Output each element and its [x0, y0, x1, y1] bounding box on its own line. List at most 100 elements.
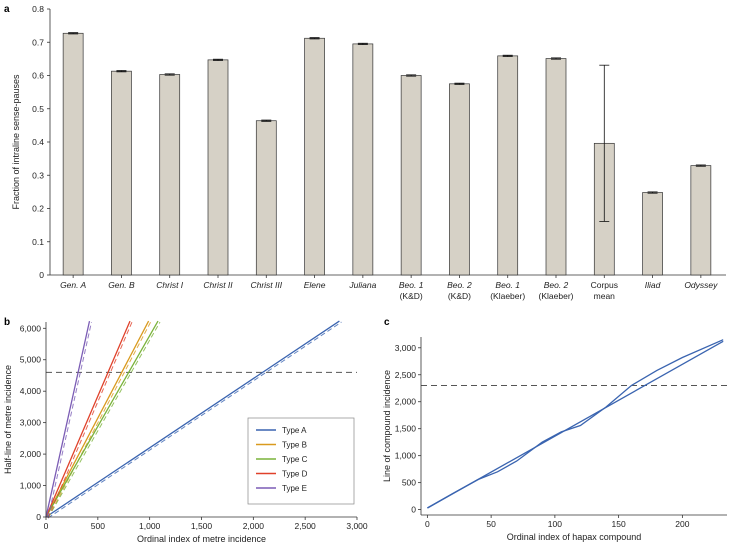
- b-x-tick-label: 1,000: [139, 521, 161, 531]
- a-y-tick-label: 0.4: [32, 137, 44, 147]
- category-label: Christ III: [250, 280, 282, 290]
- category-label: Elene: [304, 280, 326, 290]
- series-line: [45, 320, 91, 518]
- legend-label: Type A: [282, 426, 307, 435]
- c-x-tick-label: 50: [486, 519, 496, 529]
- category-label: Beo. 2: [447, 280, 472, 290]
- category-label-line2: (Klaeber): [490, 291, 525, 301]
- bar-chart-panel-a: 0 0.1 0.2 0.3 0.4 0.5 0.6 0.7 0.8 Gen. A Gen. B Ch…: [11, 4, 726, 301]
- legend-label: Type B: [282, 441, 307, 450]
- c-x-tick-label: 200: [675, 519, 689, 529]
- b-series-lines: [45, 320, 342, 519]
- series-line: [45, 320, 340, 518]
- bar: [111, 70, 132, 276]
- series-line: [45, 320, 150, 518]
- a-y-tick-label: 0.2: [32, 204, 44, 214]
- bar: [400, 75, 422, 276]
- b-legend: Type A Type B Type C Type D Type E: [247, 417, 355, 505]
- bar: [62, 32, 84, 276]
- bar: [352, 43, 374, 276]
- b-y-tick-label: 6,000: [20, 323, 42, 333]
- bar: [255, 120, 277, 276]
- c-x-tick-label: 0: [425, 519, 430, 529]
- c-y-tick-label: 2,000: [395, 397, 417, 407]
- line-chart-panel-b: 0 1,000 2,000 3,000 4,000 5,000 6,000 0 500 1,00…: [3, 320, 368, 544]
- b-x-tick-label: 3,000: [346, 521, 368, 531]
- b-y-tick-label: 2,000: [20, 449, 42, 459]
- series-line-dashed: [47, 321, 161, 519]
- c-x-tick-label: 100: [548, 519, 562, 529]
- legend-label: Type D: [282, 470, 308, 479]
- c-y-tick-label: 2,500: [395, 370, 417, 380]
- category-label: Corpus: [591, 280, 618, 290]
- series-line-dashed: [47, 321, 92, 519]
- c-y-tick-label: 500: [402, 478, 416, 488]
- b-y-ticks: 0 1,000 2,000 3,000 4,000 5,000 6,000: [20, 323, 46, 522]
- a-y-ticks: 0 0.1 0.2 0.3 0.4 0.5 0.6 0.7 0.8: [32, 4, 50, 280]
- category-label-line2: (Klaeber): [539, 291, 574, 301]
- category-label: Odyssey: [684, 280, 718, 290]
- c-y-axis-label: Line of compound incidence: [382, 370, 392, 482]
- series-line: [45, 320, 131, 518]
- category-label: Christ I: [156, 280, 184, 290]
- category-label-line2: mean: [594, 291, 616, 301]
- b-y-tick-label: 5,000: [20, 355, 42, 365]
- b-x-tick-label: 2,500: [295, 521, 317, 531]
- a-y-tick-label: 0.5: [32, 104, 44, 114]
- c-y-tick-label: 1,000: [395, 451, 417, 461]
- legend-box: [247, 417, 355, 505]
- bar: [497, 55, 519, 276]
- b-x-tick-label: 500: [91, 521, 105, 531]
- series-line-dashed: [47, 321, 342, 519]
- category-label: Beo. 1: [495, 280, 520, 290]
- category-label: Beo. 1: [399, 280, 424, 290]
- category-label: Iliad: [645, 280, 661, 290]
- a-y-tick-label: 0.8: [32, 4, 44, 14]
- a-y-tick-label: 0.3: [32, 170, 44, 180]
- c-x-tick-label: 150: [612, 519, 626, 529]
- c-y-tick-label: 0: [411, 505, 416, 515]
- bar: [545, 58, 567, 276]
- c-y-ticks: 0 500 1,000 1,500 2,000 2,500 3,000: [395, 343, 421, 515]
- line-chart-panel-c: 0 500 1,000 1,500 2,000 2,500 3,000 0 50 100 150 2…: [382, 337, 727, 542]
- bar: [159, 74, 181, 276]
- b-x-ticks: 0 500 1,000 1,500 2,000 2,500 3,000: [44, 517, 368, 531]
- category-label: Beo. 2: [544, 280, 569, 290]
- a-category-labels: Gen. A Gen. B Christ I Christ II Christ III E…: [60, 275, 718, 301]
- a-bars: [62, 32, 712, 276]
- b-x-tick-label: 0: [44, 521, 49, 531]
- b-x-axis-label: Ordinal index of metre incidence: [137, 534, 266, 544]
- category-label: Juliana: [348, 280, 376, 290]
- bar: [642, 192, 663, 276]
- bar: [449, 83, 470, 276]
- series-line: [45, 320, 159, 518]
- b-x-tick-label: 1,500: [191, 521, 213, 531]
- b-x-tick-label: 2,000: [243, 521, 265, 531]
- a-y-tick-label: 0: [39, 270, 44, 280]
- panel-letter-a: a: [4, 4, 10, 15]
- category-label-line2: (K&D): [400, 291, 423, 301]
- c-x-ticks: 0 50 100 150 200: [425, 515, 690, 529]
- bar: [207, 59, 229, 276]
- category-label-line2: (K&D): [448, 291, 471, 301]
- panel-letter-b: b: [4, 317, 10, 328]
- c-series-lines: [427, 339, 724, 509]
- legend-label: Type E: [282, 484, 307, 493]
- bar: [690, 165, 712, 276]
- b-y-tick-label: 0: [36, 512, 41, 522]
- c-x-axis-label: Ordinal index of hapax compound: [507, 532, 642, 542]
- c-y-tick-label: 1,500: [395, 424, 417, 434]
- bar: [304, 37, 325, 276]
- category-label: Gen. B: [108, 280, 135, 290]
- series-line-dashed: [47, 321, 133, 519]
- c-y-tick-label: 3,000: [395, 343, 417, 353]
- series-line: [427, 339, 724, 509]
- a-y-tick-label: 0.1: [32, 237, 44, 247]
- b-y-tick-label: 3,000: [20, 418, 42, 428]
- b-y-tick-label: 1,000: [20, 481, 42, 491]
- b-y-axis-label: Half-line of metre incidence: [3, 365, 13, 474]
- panel-letter-c: c: [384, 317, 390, 328]
- b-y-tick-label: 4,000: [20, 386, 42, 396]
- series-line-dashed: [47, 321, 152, 519]
